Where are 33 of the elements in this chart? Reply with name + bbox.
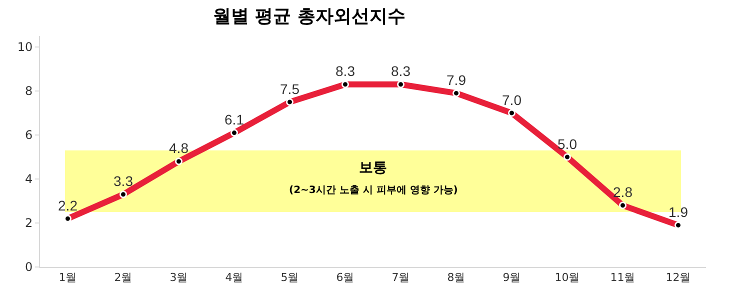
text: 4.8 (169, 140, 188, 156)
y-tick-label: 10 (17, 40, 33, 54)
text: 2.8 (613, 184, 632, 200)
x-tick-label: 8월 (447, 271, 466, 284)
y-tick-label: 2 (24, 216, 33, 230)
x-tick-label: 9월 (502, 271, 521, 284)
x-tick-label: 11월 (610, 271, 636, 284)
x-tick-label: 6월 (336, 271, 354, 284)
text: 8.3 (336, 63, 355, 80)
x-tick-label: 3월 (170, 271, 188, 284)
text: 7.5 (280, 80, 300, 97)
text: 7.0 (502, 92, 522, 108)
text: 5.0 (558, 136, 577, 152)
text: 3.3 (114, 173, 133, 190)
text: 1.9 (668, 204, 688, 220)
y-tick-label: 0 (24, 260, 33, 274)
band-label: 보통 (359, 160, 387, 176)
text: 7.9 (446, 72, 466, 88)
y-tick-label: 4 (24, 172, 33, 186)
annotation: (2~3시간 노출 시 피부에 영향 가능) (289, 185, 458, 196)
chart-title: 월별 평균 총자외선지수 (212, 6, 406, 27)
y-tick-label: 6 (24, 128, 33, 142)
text: 6.1 (224, 112, 244, 128)
x-tick-label: 1월 (58, 271, 77, 284)
x-tick-label: 5월 (280, 271, 299, 284)
x-tick-label: 4월 (225, 271, 244, 284)
x-tick-label: 10월 (554, 271, 580, 284)
x-tick-label: 12월 (666, 271, 691, 284)
text: 8.3 (391, 63, 410, 80)
x-tick-label: 7월 (392, 271, 410, 284)
y-tick-label: 8 (24, 84, 33, 98)
text: 2.2 (58, 197, 78, 214)
x-tick-label: 2월 (114, 271, 132, 284)
